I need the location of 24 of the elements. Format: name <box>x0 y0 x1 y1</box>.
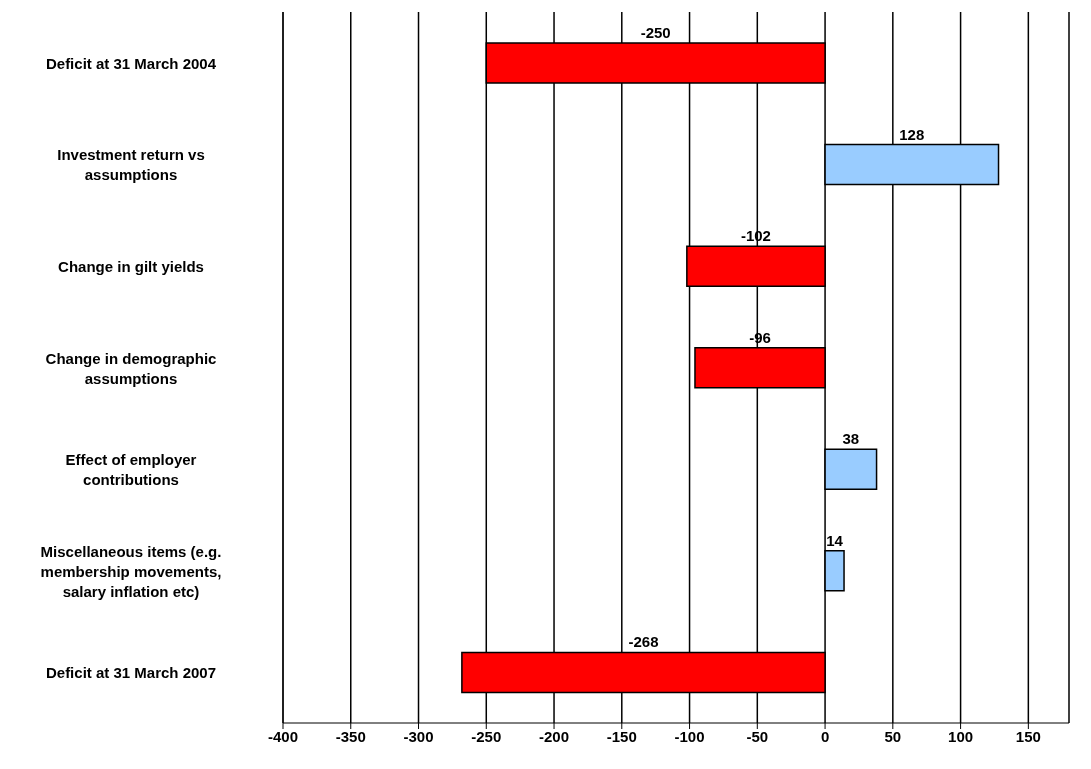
x-tick-label: -250 <box>471 727 502 745</box>
y-tick-label: Effect of employer contributions <box>65 450 197 488</box>
x-tick-label: -350 <box>335 727 366 745</box>
y-tick-label: Deficit at 31 March 2007 <box>45 663 217 681</box>
data-label: -250 <box>640 24 671 41</box>
y-tick-label: Change in gilt yields <box>58 257 204 275</box>
x-tick-label: -150 <box>606 727 637 745</box>
x-tick-label: 100 <box>948 727 974 745</box>
data-label: -268 <box>628 633 659 651</box>
data-label: 128 <box>899 125 925 143</box>
x-tick-label: 0 <box>820 727 830 745</box>
y-tick-label: Change in demographic assumptions <box>45 349 217 386</box>
data-label: 38 <box>842 430 860 448</box>
x-tick-label: 150 <box>1015 727 1041 745</box>
x-tick-label: 50 <box>884 727 902 745</box>
x-tick-label: -50 <box>746 727 769 745</box>
x-tick-label: -300 <box>403 727 434 745</box>
y-tick-label: Miscellaneous items (e.g. membership movements, salary inflation etc) <box>40 542 222 600</box>
x-tick-label: -200 <box>539 727 570 745</box>
y-tick-label: Investment return vs assumptions <box>57 145 205 183</box>
data-label: 14 <box>826 531 844 549</box>
x-tick-label: -100 <box>674 727 705 745</box>
y-tick-label: Deficit at 31 March 2004 <box>45 54 217 72</box>
x-tick-label: -400 <box>267 727 299 745</box>
